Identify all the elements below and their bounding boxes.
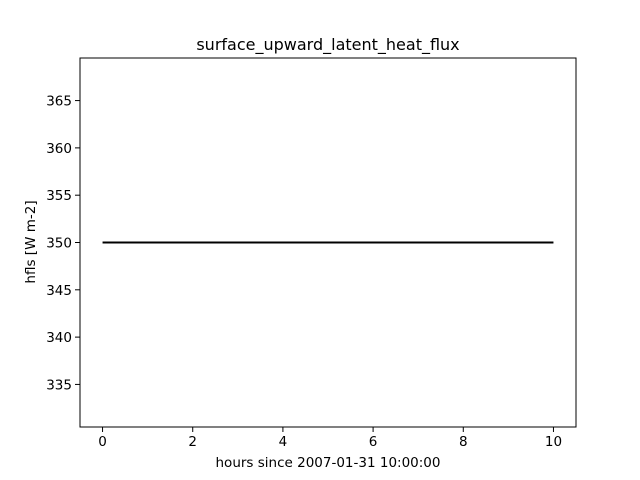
chart-title: surface_upward_latent_heat_flux [196, 35, 459, 55]
x-tick-label: 8 [459, 434, 468, 450]
axes-frame [79, 57, 577, 428]
x-axis-label: hours since 2007-01-31 10:00:00 [216, 455, 441, 471]
y-tick-label: 345 [46, 283, 72, 299]
y-tick-label: 350 [46, 236, 72, 252]
x-tick-label: 2 [188, 434, 197, 450]
y-tick-label: 335 [46, 377, 72, 393]
y-tick-label: 355 [46, 188, 72, 204]
x-tick-label: 6 [369, 434, 378, 450]
y-axis-label: hfls [W m-2] [23, 200, 39, 283]
plot-area: 0 2 4 6 8 10 335 340 345 350 355 360 365 [46, 57, 577, 450]
x-tick-label: 0 [98, 434, 107, 450]
y-tick-label: 360 [46, 141, 72, 157]
y-tick-label: 365 [46, 94, 72, 110]
x-tick-label: 10 [545, 434, 562, 450]
x-tick-label: 4 [279, 434, 288, 450]
y-tick-label: 340 [46, 330, 72, 346]
